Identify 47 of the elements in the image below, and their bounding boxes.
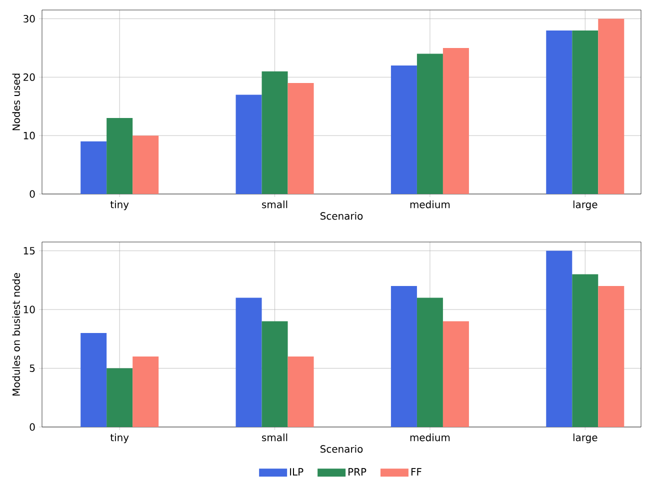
bar bbox=[262, 71, 288, 194]
bar bbox=[390, 286, 417, 427]
y-tick-label: 30 bbox=[24, 14, 35, 23]
legend-label: PRP bbox=[348, 468, 366, 476]
y-tick-label: 0 bbox=[30, 190, 35, 198]
y-tick-label: 10 bbox=[24, 306, 35, 314]
x-tick-label: tiny bbox=[110, 200, 129, 210]
bar bbox=[288, 83, 314, 194]
y-tick-label: 5 bbox=[30, 364, 35, 372]
x-tick-label: medium bbox=[410, 200, 450, 208]
x-tick-label: large bbox=[573, 434, 598, 444]
x-tick-label: small bbox=[262, 200, 288, 208]
bar bbox=[132, 136, 159, 194]
bar bbox=[106, 118, 133, 194]
x-axis-title: Scenario bbox=[320, 444, 363, 453]
bar bbox=[288, 356, 314, 427]
bar bbox=[572, 30, 598, 194]
bar bbox=[546, 30, 572, 194]
bar bbox=[106, 368, 133, 427]
bar bbox=[598, 286, 624, 427]
y-tick-label: 15 bbox=[24, 247, 35, 255]
bar bbox=[262, 321, 288, 427]
y-axis-title: Modules on busiest node bbox=[12, 273, 20, 396]
bar bbox=[236, 298, 262, 427]
bar bbox=[546, 250, 572, 427]
bar bbox=[572, 274, 598, 427]
legend-label: ILP bbox=[290, 468, 304, 476]
bar bbox=[442, 321, 469, 427]
bar bbox=[442, 48, 469, 194]
bar bbox=[80, 333, 107, 427]
bar bbox=[390, 65, 417, 194]
y-tick-label: 0 bbox=[30, 423, 35, 431]
x-tick-label: tiny bbox=[110, 434, 129, 444]
x-axis-title: Scenario bbox=[320, 212, 363, 220]
bar bbox=[80, 141, 107, 194]
x-tick-label: small bbox=[262, 434, 288, 442]
y-tick-label: 20 bbox=[24, 73, 35, 81]
bar bbox=[132, 356, 159, 427]
x-tick-label: medium bbox=[410, 434, 450, 442]
x-tick-label: large bbox=[573, 200, 598, 210]
y-axis-title: Nodes used bbox=[12, 74, 20, 130]
bar bbox=[416, 298, 443, 427]
y-tick-label: 10 bbox=[24, 132, 35, 140]
legend-label: FF bbox=[411, 468, 422, 476]
bar bbox=[598, 18, 624, 194]
bar bbox=[416, 54, 443, 194]
bar bbox=[236, 94, 262, 194]
